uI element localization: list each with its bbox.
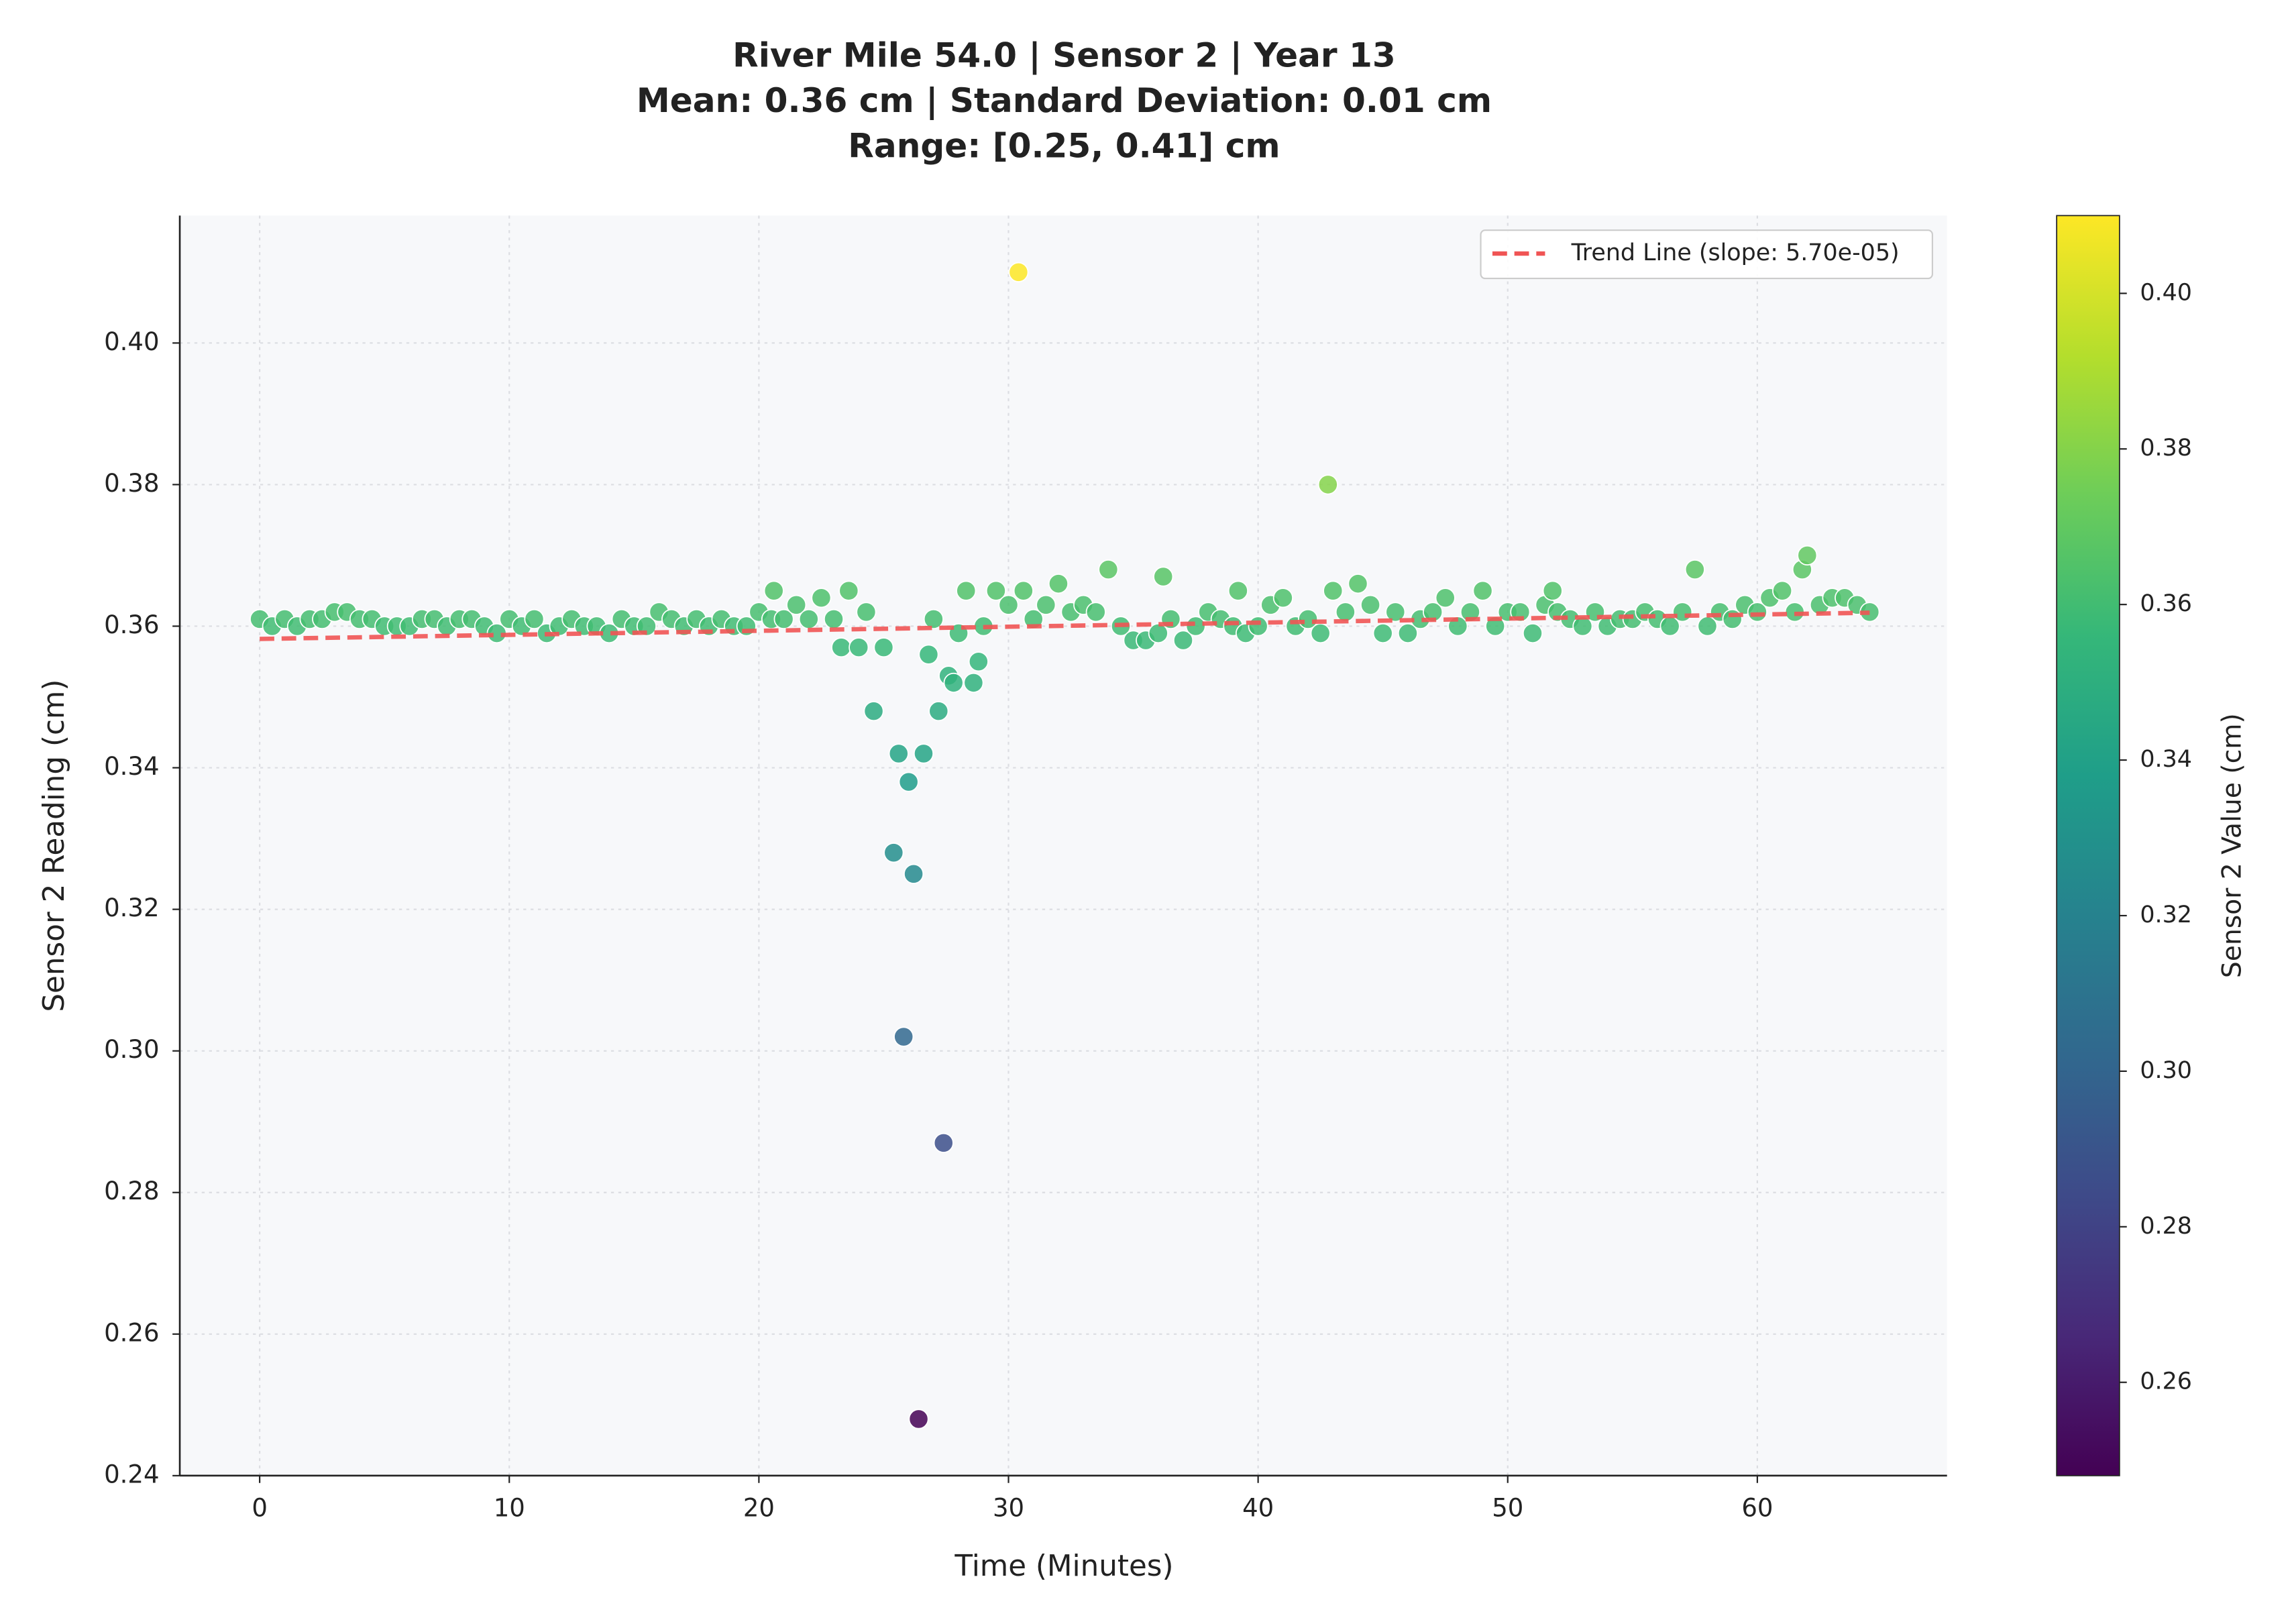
x-tick-label: 10 [494,1493,525,1522]
point [811,588,832,608]
point [1153,566,1174,587]
point [1048,574,1069,594]
colorbar-label: Sensor 2 Value (cm) [2217,713,2247,978]
x-tick-label: 40 [1242,1493,1274,1522]
point [849,637,869,658]
point [888,743,909,764]
colorbar-tick-label: 0.28 [2140,1213,2192,1240]
colorbar-tick-label: 0.26 [2140,1368,2192,1395]
point [1323,580,1344,601]
point [1335,602,1356,622]
point [904,863,924,884]
x-tick-label: 60 [1741,1493,1773,1522]
y-axis-label: Sensor 2 Reading (cm) [38,680,71,1012]
x-tick-label: 50 [1492,1493,1523,1522]
colorbar-tick-label: 0.32 [2140,902,2192,928]
y-tick-label: 0.24 [104,1460,159,1488]
y-tick-label: 0.28 [104,1177,159,1205]
point [823,608,844,629]
point [918,644,939,665]
point [1684,559,1705,580]
point [913,743,934,764]
y-tick-label: 0.38 [104,469,159,498]
point [943,672,964,693]
chart-title: Range: [0.25, 0.41] cm [848,126,1280,166]
colorbar-tick-label: 0.38 [2140,435,2192,462]
point [1672,602,1693,622]
point [1098,559,1119,580]
point [1148,622,1168,644]
point [1348,574,1368,594]
x-tick-label: 0 [252,1493,268,1522]
point [1013,580,1034,601]
point [1036,594,1056,615]
chart-title: Mean: 0.36 cm | Standard Deviation: 0.01… [637,80,1492,120]
x-tick-label: 20 [743,1493,775,1522]
point [1522,622,1543,644]
point [798,608,819,629]
point [893,1026,914,1047]
point [1372,622,1393,644]
point [956,580,977,601]
y-tick-label: 0.34 [104,752,159,781]
point [933,1132,954,1153]
y-tick-label: 0.26 [104,1318,159,1347]
colorbar-tick-label: 0.36 [2140,590,2192,617]
point [1023,608,1044,629]
point [1085,602,1106,622]
x-axis-label: Time (Minutes) [954,1550,1173,1583]
y-tick-label: 0.40 [104,327,159,356]
point [1360,594,1381,615]
y-tick-label: 0.30 [104,1035,159,1064]
point [838,580,859,601]
point [1472,580,1493,601]
colorbar-tick-label: 0.30 [2140,1057,2192,1084]
trend-line [260,610,1870,641]
plot-area [180,215,1947,1476]
point [1248,616,1268,637]
point [1227,580,1248,601]
point [773,608,794,629]
y-tick-label: 0.36 [104,610,159,639]
point [985,580,1006,601]
y-tick-label: 0.32 [104,894,159,922]
point [1317,474,1338,495]
point [1397,622,1418,644]
point [856,602,877,622]
point [1460,602,1480,622]
colorbar-tick-label: 0.40 [2140,279,2192,306]
chart-title: River Mile 54.0 | Sensor 2 | Year 13 [732,36,1396,75]
point [524,608,545,629]
point [786,594,807,615]
point [1272,588,1293,608]
x-tick-label: 30 [993,1493,1024,1522]
point [1797,545,1818,565]
point [963,672,984,693]
colorbar [2056,215,2120,1476]
point [898,771,919,792]
point [873,637,894,658]
point [928,701,949,722]
point [908,1409,929,1429]
point [863,701,884,722]
point [923,608,944,629]
point [998,594,1019,615]
legend [1480,229,1934,280]
point [831,637,852,658]
point [1772,580,1793,601]
colorbar-tick-label: 0.34 [2140,746,2192,773]
point [883,843,904,863]
point [1008,262,1029,282]
point [1185,616,1206,637]
point [968,651,989,672]
legend-label: Trend Line (slope: 5.70e-05) [1571,239,1900,266]
point [1435,588,1456,608]
point [1310,622,1331,644]
point [1172,630,1194,651]
point [1542,580,1563,601]
point [763,580,784,601]
point [1385,602,1406,622]
